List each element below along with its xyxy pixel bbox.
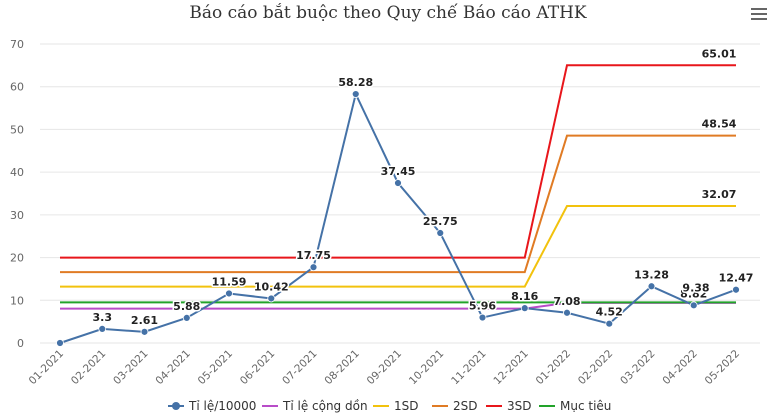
x-tick-label: 09-2021 — [365, 348, 405, 388]
x-tick-label: 05-2021 — [196, 348, 236, 388]
x-tick-label: 01-2021 — [27, 348, 67, 388]
data-label: 7.08 — [553, 295, 580, 308]
menu-bar — [751, 8, 767, 10]
data-point — [732, 285, 740, 294]
data-point — [394, 179, 402, 187]
x-tick-label: 03-2022 — [618, 348, 658, 388]
x-tick-label: 02-2022 — [576, 348, 616, 388]
y-tick-label: 70 — [10, 38, 24, 51]
data-label: 8.16 — [511, 290, 538, 303]
x-axis: 01-2021 02-2021 03-2021 04-2021 05-2021 06-20… — [27, 348, 743, 388]
data-point — [98, 325, 107, 333]
series-line-main — [59, 91, 737, 344]
legend-item[interactable]: 1SD — [373, 399, 419, 413]
x-tick-label: 03-2021 — [111, 348, 151, 388]
end-label-Tỉ lệ cộng dồn: 9.38 — [682, 282, 709, 295]
hamburger-menu-icon[interactable] — [751, 8, 767, 22]
data-point — [689, 301, 698, 310]
data-point — [309, 263, 318, 272]
data-point — [436, 229, 445, 237]
end-label-3SD: 65.01 — [702, 47, 737, 60]
data-label: 5.88 — [173, 300, 200, 313]
grid-lines — [40, 43, 760, 344]
data-label: 17.75 — [296, 249, 331, 262]
x-tick-label: 12-2021 — [491, 348, 531, 388]
legend-label: 2SD — [453, 399, 478, 413]
data-point — [225, 289, 233, 298]
legend-item[interactable]: Tỉ lệ cộng dồn — [262, 399, 368, 413]
data-point — [647, 282, 656, 291]
data-label: 13.28 — [634, 268, 669, 281]
data-label: 37.45 — [381, 165, 416, 178]
end-label-2SD: 48.54 — [702, 118, 737, 131]
x-tick-label: 11-2021 — [449, 348, 489, 388]
end-label-1SD: 32.07 — [702, 188, 737, 201]
data-label: 2.61 — [131, 314, 158, 327]
x-tick-label: 04-2022 — [660, 348, 700, 388]
data-point — [605, 319, 614, 328]
legend-marker — [172, 402, 180, 410]
legend-label: Tỉ lệ/10000 — [188, 399, 256, 413]
x-tick-label: 02-2021 — [69, 348, 109, 388]
data-label: 10.42 — [254, 280, 289, 293]
data-point — [56, 339, 64, 347]
series-line-3SD — [60, 64, 736, 259]
data-point — [478, 313, 487, 322]
data-label: 11.59 — [212, 275, 247, 288]
data-label: 4.52 — [596, 306, 623, 319]
x-tick-label: 05-2022 — [703, 348, 743, 388]
x-tick-label: 08-2021 — [322, 348, 362, 388]
legend: Tỉ lệ/10000 Tỉ lệ cộng dồn 1SD 2SD 3SD Mục ti… — [168, 399, 611, 413]
y-tick-label: 30 — [10, 209, 24, 222]
data-label: 58.28 — [338, 76, 373, 89]
series-line-1SD — [60, 205, 736, 288]
legend-item[interactable]: Mục tiêu — [539, 399, 611, 413]
data-point — [140, 327, 149, 336]
legend-item[interactable]: Tỉ lệ/10000 — [168, 399, 256, 413]
y-tick-label: 50 — [10, 123, 24, 136]
data-label: 12.47 — [719, 272, 754, 285]
x-tick-label: 07-2021 — [280, 348, 320, 388]
menu-bar — [751, 18, 767, 20]
data-labels: 3.3 2.61 5.88 11.59 10.42 17.75 58.28 37.45 25.7… — [91, 46, 755, 329]
menu-bar — [751, 13, 767, 15]
data-point — [182, 313, 191, 322]
legend-item[interactable]: 3SD — [486, 399, 532, 413]
main-series — [56, 90, 740, 347]
x-tick-label: 04-2021 — [153, 348, 193, 388]
y-tick-label: 0 — [17, 337, 24, 350]
data-point — [563, 308, 571, 317]
y-tick-label: 20 — [10, 252, 24, 265]
series-line-Tỉ lệ cộng dồn — [60, 301, 736, 310]
data-label: 3.3 — [93, 311, 113, 324]
legend-label: Mục tiêu — [560, 399, 611, 413]
reference-lines — [60, 64, 736, 310]
data-label: 8.82 — [680, 287, 707, 300]
x-tick-label: 01-2022 — [534, 348, 574, 388]
legend-item[interactable]: 2SD — [432, 399, 478, 413]
data-point — [520, 304, 529, 313]
legend-label: Tỉ lệ cộng dồn — [282, 399, 368, 413]
chart-title: Báo cáo bắt buộc theo Quy chế Báo cáo AT… — [189, 3, 587, 23]
y-axis: 0 10 20 30 40 50 60 70 — [10, 38, 24, 350]
y-tick-label: 60 — [10, 81, 24, 94]
x-tick-label: 10-2021 — [407, 348, 447, 388]
data-label: 5.96 — [469, 300, 496, 313]
x-tick-label: 06-2021 — [238, 348, 278, 388]
y-tick-label: 10 — [10, 294, 24, 307]
data-point — [351, 90, 360, 98]
y-tick-label: 40 — [10, 166, 24, 179]
legend-label: 1SD — [394, 399, 419, 413]
legend-label: 3SD — [507, 399, 532, 413]
series-line-2SD — [60, 134, 736, 274]
data-label: 25.75 — [423, 215, 458, 228]
data-point — [267, 294, 276, 303]
